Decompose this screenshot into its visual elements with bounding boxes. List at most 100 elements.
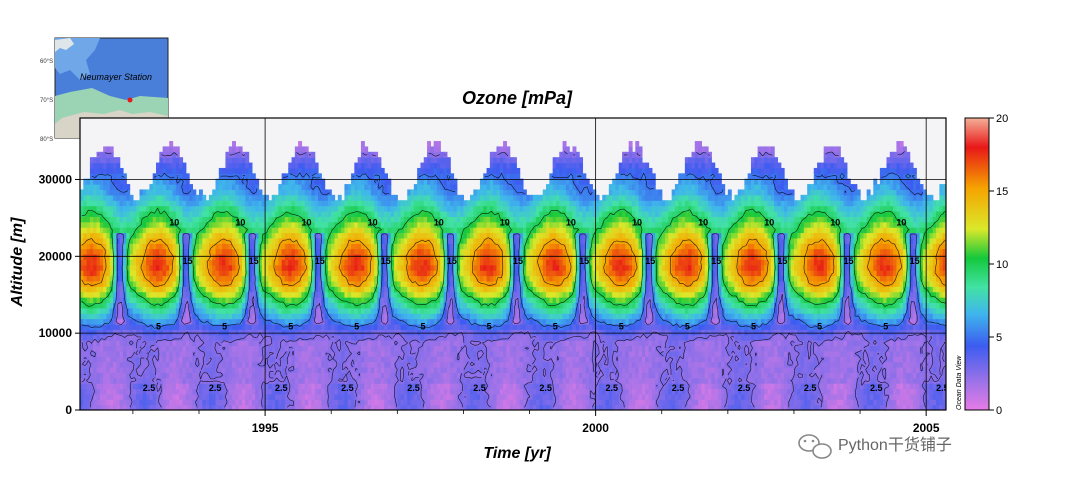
heatmap-cell bbox=[99, 216, 104, 223]
heatmap-cell bbox=[397, 356, 402, 363]
heatmap-cell bbox=[400, 264, 405, 271]
heatmap-cell bbox=[149, 184, 154, 191]
heatmap-cell bbox=[99, 162, 104, 169]
heatmap-cell bbox=[367, 286, 372, 293]
heatmap-cell bbox=[337, 280, 342, 287]
heatmap-cell bbox=[222, 366, 227, 373]
heatmap-cell bbox=[179, 372, 184, 379]
heatmap-cell bbox=[255, 361, 260, 368]
heatmap-cell bbox=[317, 194, 322, 201]
heatmap-cell bbox=[245, 291, 250, 298]
heatmap-cell bbox=[205, 388, 210, 395]
heatmap-cell bbox=[119, 259, 124, 266]
heatmap-cell bbox=[109, 340, 114, 347]
heatmap-cell bbox=[195, 232, 200, 239]
heatmap-cell bbox=[400, 372, 405, 379]
heatmap-cell bbox=[324, 210, 329, 217]
heatmap-cell bbox=[440, 323, 445, 330]
heatmap-cell bbox=[413, 291, 418, 298]
heatmap-cell bbox=[380, 248, 385, 255]
heatmap-cell bbox=[162, 167, 167, 174]
heatmap-cell bbox=[397, 302, 402, 309]
heatmap-cell bbox=[354, 377, 359, 384]
heatmap-cell bbox=[390, 210, 395, 217]
heatmap-cell bbox=[440, 302, 445, 309]
heatmap-cell bbox=[208, 356, 213, 363]
heatmap-cell bbox=[258, 377, 263, 384]
heatmap-cell bbox=[185, 399, 190, 406]
heatmap-cell bbox=[83, 340, 88, 347]
heatmap-cell bbox=[327, 399, 332, 406]
heatmap-cell bbox=[109, 162, 114, 169]
heatmap-cell bbox=[265, 259, 270, 266]
heatmap-cell bbox=[152, 345, 157, 352]
heatmap-cell bbox=[182, 361, 187, 368]
heatmap-cell bbox=[228, 270, 233, 277]
heatmap-cell bbox=[436, 307, 441, 314]
heatmap-cell bbox=[202, 210, 207, 217]
heatmap-cell bbox=[126, 264, 131, 271]
heatmap-cell bbox=[159, 356, 164, 363]
heatmap-cell bbox=[427, 334, 431, 341]
heatmap-cell bbox=[212, 243, 217, 250]
heatmap-cell bbox=[390, 323, 395, 330]
heatmap-cell bbox=[327, 286, 332, 293]
heatmap-cell bbox=[288, 307, 293, 314]
heatmap-cell bbox=[86, 237, 91, 244]
heatmap-cell bbox=[304, 388, 309, 395]
heatmap-cell bbox=[109, 345, 114, 352]
heatmap-cell bbox=[314, 243, 319, 250]
heatmap-cell bbox=[208, 334, 213, 341]
heatmap-cell bbox=[436, 178, 441, 185]
heatmap-cell bbox=[175, 157, 180, 164]
heatmap-cell bbox=[83, 280, 88, 287]
heatmap-cell bbox=[99, 151, 104, 158]
heatmap-cell bbox=[96, 388, 101, 395]
heatmap-cell bbox=[175, 399, 180, 406]
heatmap-cell bbox=[222, 350, 227, 357]
heatmap-cell bbox=[139, 323, 144, 330]
heatmap-cell bbox=[291, 264, 296, 271]
heatmap-cell bbox=[159, 194, 164, 201]
heatmap-cell bbox=[370, 356, 375, 363]
heatmap-cell bbox=[182, 194, 187, 201]
heatmap-cell bbox=[149, 345, 154, 352]
heatmap-cell bbox=[212, 313, 217, 320]
heatmap-cell bbox=[245, 356, 250, 363]
heatmap-cell bbox=[248, 366, 253, 373]
heatmap-cell bbox=[179, 270, 184, 277]
heatmap-cell bbox=[400, 205, 405, 212]
heatmap-cell bbox=[265, 227, 270, 234]
heatmap-cell bbox=[162, 329, 167, 336]
heatmap-cell bbox=[407, 248, 412, 255]
heatmap-cell bbox=[99, 237, 104, 244]
heatmap-cell bbox=[370, 167, 375, 174]
heatmap-cell bbox=[89, 383, 94, 390]
heatmap-cell bbox=[169, 200, 174, 207]
heatmap-cell bbox=[205, 329, 210, 336]
heatmap-cell bbox=[165, 313, 170, 320]
heatmap-cell bbox=[119, 393, 124, 400]
heatmap-cell bbox=[403, 404, 408, 410]
heatmap-cell bbox=[394, 318, 398, 325]
heatmap-cell bbox=[228, 232, 233, 239]
heatmap-cell bbox=[380, 216, 385, 223]
heatmap-cell bbox=[304, 334, 309, 341]
heatmap-cell bbox=[255, 340, 260, 347]
heatmap-cell bbox=[334, 200, 339, 207]
heatmap-cell bbox=[146, 377, 151, 384]
heatmap-cell bbox=[390, 297, 395, 304]
heatmap-cell bbox=[182, 345, 187, 352]
heatmap-cell bbox=[357, 340, 362, 347]
heatmap-cell bbox=[142, 280, 147, 287]
heatmap-cell bbox=[265, 334, 270, 341]
heatmap-cell bbox=[433, 313, 438, 320]
heatmap-cell bbox=[142, 334, 147, 341]
heatmap-cell bbox=[420, 178, 425, 185]
heatmap-cell bbox=[182, 248, 187, 255]
heatmap-cell bbox=[80, 189, 84, 196]
heatmap-cell bbox=[284, 307, 289, 314]
heatmap-cell bbox=[344, 280, 349, 287]
heatmap-cell bbox=[271, 356, 276, 363]
heatmap-cell bbox=[397, 323, 402, 330]
